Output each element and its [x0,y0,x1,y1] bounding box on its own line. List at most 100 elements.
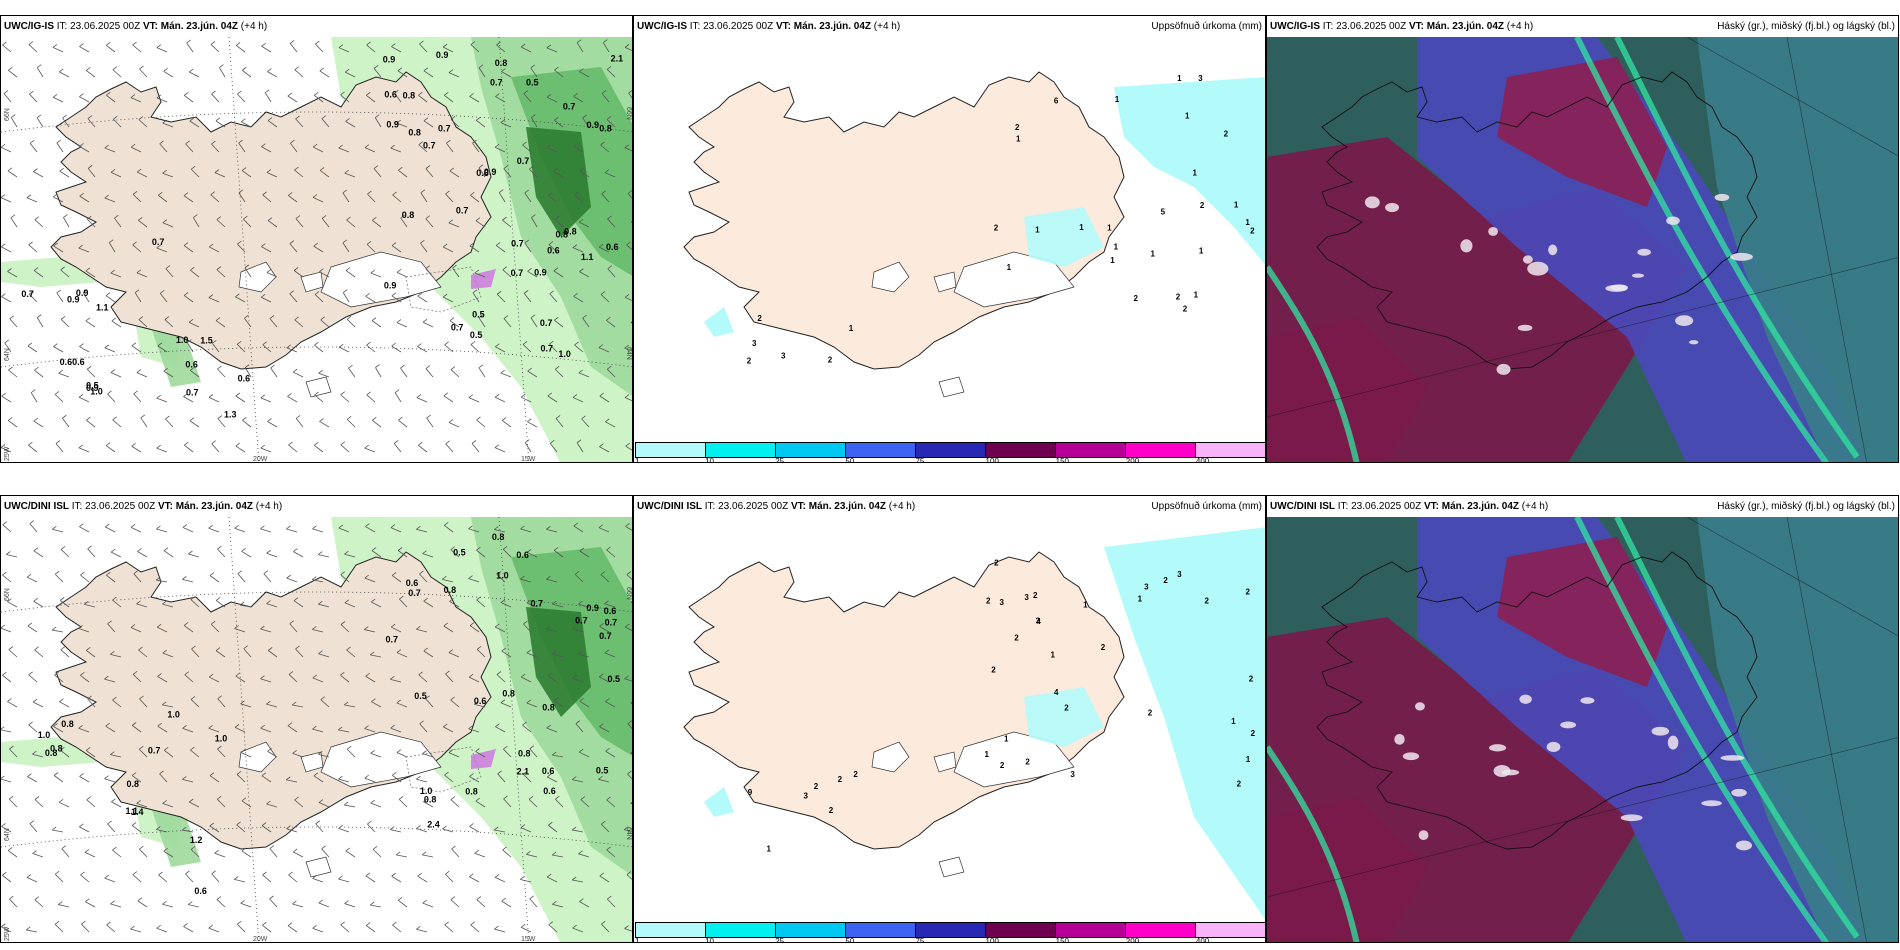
wind-barb-flag [365,922,371,926]
wind-barb [547,195,558,203]
wind-barb [138,748,148,758]
wind-barb-flag [470,341,476,345]
wind-barb [423,120,434,128]
wind-barb [394,92,402,103]
wind-barb [190,370,200,378]
wind-barb-flag [162,600,167,605]
wind-barb-flag [131,822,137,826]
wind-barb-flag [500,599,506,603]
gust-value-label: 1.0 [558,349,571,359]
wind-barb [130,97,142,103]
wind-barb [448,752,460,758]
wind-barb-flag [555,415,561,419]
wind-barb [340,674,350,683]
graticule-line [1686,37,1898,157]
iceland-coastline [1316,551,1758,850]
wind-barb-flag [80,871,85,876]
gust-values: 0.50.60.81.00.90.81.00.80.60.80.70.70.50… [38,532,620,896]
wind-barb [503,168,512,178]
wind-barb-flag [217,745,222,750]
wind-barb [80,674,90,683]
wind-barb-flag [261,243,266,247]
wind-barb [132,674,142,683]
wind-barb [345,850,356,858]
wind-barb-flag [478,314,484,319]
gust-value-label: 0.9 [534,267,547,277]
wind-barb-flag [208,294,214,298]
gust-value-label: 0.8 [408,128,421,138]
wind-barb [366,44,376,53]
wind-barb-flag [442,243,448,248]
wind-barb-flag [136,800,141,804]
wind-barb-flag [572,244,578,248]
wind-barb [2,674,12,683]
wind-barb [474,703,486,708]
gust-value-label: 0.7 [386,634,399,644]
wind-barb-flag [60,315,66,320]
wind-barb [338,729,350,733]
graticule-line [1267,257,1898,418]
wind-barb [293,851,304,858]
clear-patch [1620,814,1643,822]
wind-barb-flag [503,165,508,170]
wind-barb-flag [241,547,246,552]
wind-barb-flag [502,216,507,221]
wind-barb-flag [188,550,193,555]
wind-barb [79,526,90,533]
wind-barb [416,528,428,533]
wind-barb-flag [10,214,16,219]
wind-barb [260,397,272,403]
wind-barb [342,192,350,203]
wind-barb [137,551,148,558]
wind-barb [474,272,486,278]
wind-barb [470,924,480,933]
wind-barb [627,723,632,730]
wind-barb-flag [418,141,423,146]
wind-barb [266,803,278,808]
wind-barb-flag [163,747,169,751]
wind-barb-flag [343,701,349,706]
wind-barb-flag [416,625,421,630]
latitude-line [1,826,632,848]
wind-barb [318,653,330,658]
wind-barb [112,849,122,858]
wind-barb [392,194,402,203]
wind-barb-flag [292,900,297,905]
wind-barb [219,67,226,78]
wind-barb [572,628,584,633]
wind-barb-flag [162,219,168,224]
wind-barb-flag [130,94,136,98]
wind-barb-flag [235,672,240,677]
wind-barb-flag [493,826,499,831]
wind-barb [234,628,246,633]
gust-value-label: 0.6 [516,550,529,560]
wind-barb-flag [344,550,349,555]
wind-barb-flag [416,925,421,930]
wind-barb-flag [452,264,457,269]
precip-value-label: 1 [1177,74,1182,83]
wind-barb [396,652,408,658]
wind-barb [183,625,194,633]
wind-barb-flag [136,369,142,373]
wind-barb-flag [417,343,422,347]
gust-value-label: 0.8 [495,58,508,68]
wind-barb-flag [29,520,35,524]
colorbar-swatch [1126,443,1196,457]
wind-barb [26,576,38,583]
gust-value-label: 0.5 [596,766,609,776]
wind-barb-flag [266,600,271,604]
wind-barb [579,71,590,78]
wind-barb [237,573,246,583]
wind-barb-flag [269,895,274,900]
gust-value-label: 0.6 [547,245,560,255]
wind-barb-flag [295,645,300,650]
wind-barb [63,217,70,228]
wind-barb-flag [390,144,395,149]
wind-barb-flag [607,265,613,269]
wind-barb-flag [2,671,7,676]
wind-barb [241,800,252,808]
wind-barb [132,244,142,253]
wind-barb [522,773,532,783]
wind-barb [554,368,564,378]
wind-barb [500,122,512,128]
